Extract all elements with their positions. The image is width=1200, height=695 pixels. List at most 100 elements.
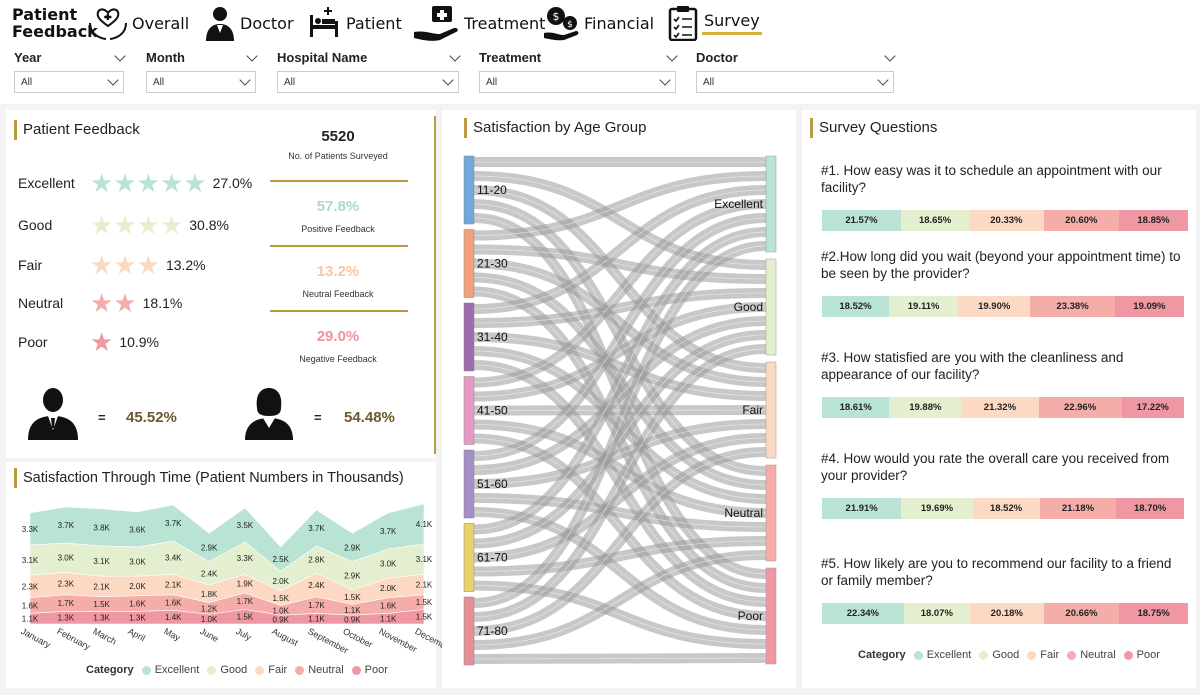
survey-question-text: #4. How would you rate the overall care … [821, 451, 1170, 483]
sankey-target-node[interactable] [765, 464, 777, 562]
legend-item[interactable]: Excellent [154, 664, 200, 676]
female-avatar-icon [245, 388, 293, 440]
legend-item[interactable]: Good [220, 664, 248, 676]
chevron-down-icon[interactable] [246, 49, 258, 62]
stream-value-label: 1.5K [93, 600, 110, 609]
stream-value-label: 1.1K [344, 606, 361, 615]
kpi-positive-feedback: 57.8% Positive Feedback [301, 198, 375, 234]
survey-bar-segment-excellent[interactable]: 18.52% [822, 296, 890, 317]
survey-bar-segment-good[interactable]: 19.11% [889, 296, 959, 317]
legend-item[interactable]: Neutral [1080, 649, 1116, 661]
legend-item[interactable]: Fair [268, 664, 288, 676]
sankey-source-node[interactable] [463, 155, 475, 225]
survey-bar-segment-excellent[interactable]: 22.34% [822, 603, 904, 624]
hospital-select[interactable]: All [277, 71, 459, 93]
sankey-target-node[interactable] [765, 361, 777, 459]
sankey-age-label: 11-20 [477, 183, 507, 197]
survey-bar-segment-neutral[interactable]: 20.66% [1043, 603, 1120, 624]
survey-bar-segment-excellent[interactable]: 21.91% [822, 498, 902, 519]
stream-value-label: 3.7K [308, 524, 325, 533]
month-select[interactable]: All [146, 71, 256, 93]
survey-bar-segment-neutral[interactable]: 23.38% [1030, 296, 1115, 317]
survey-bar-segment-excellent[interactable]: 18.61% [822, 397, 890, 418]
sankey-source-node[interactable] [463, 376, 475, 445]
star-icon: ★ [90, 210, 114, 240]
survey-bar-segment-good[interactable]: 18.07% [903, 603, 970, 624]
treatment-select[interactable]: All [479, 71, 676, 93]
sankey-source-node[interactable] [463, 229, 475, 298]
nav-treatment[interactable]: Treatment [414, 4, 545, 42]
chevron-down-icon[interactable] [449, 49, 461, 62]
stream-value-label: 3.0K [129, 558, 146, 567]
survey-bar-segment-fair[interactable]: 20.33% [969, 210, 1044, 231]
stream-excellent[interactable] [29, 503, 425, 572]
sankey-source-node[interactable] [463, 523, 475, 592]
stream-value-label: 3.7K [58, 521, 75, 530]
rating-percentage: 30.8% [189, 217, 229, 233]
nav-doctor[interactable]: Doctor [204, 4, 294, 42]
doctor-select[interactable]: All [696, 71, 894, 93]
survey-legend: Category Excellent Good Fair Neutral Poor [858, 649, 1160, 661]
legend-dot [141, 665, 151, 675]
survey-bar-segment-good[interactable]: 18.65% [900, 210, 970, 231]
stream-value-label: 2.9K [344, 543, 361, 552]
sankey-link-edge [473, 409, 767, 411]
survey-bar-segment-fair[interactable]: 21.32% [961, 397, 1039, 418]
survey-bar-segment-good[interactable]: 19.69% [901, 498, 973, 519]
legend-item[interactable]: Good [992, 649, 1020, 661]
survey-bar-segment-excellent[interactable]: 21.57% [822, 210, 901, 231]
survey-bar-segment-poor[interactable]: 18.85% [1118, 210, 1188, 231]
stream-value-label: 3.7K [165, 519, 182, 528]
sankey-link-edge [473, 497, 767, 528]
stream-value-label: 0.9K [344, 616, 361, 624]
survey-bar-segment-poor[interactable]: 18.70% [1116, 498, 1184, 519]
chevron-down-icon[interactable] [114, 49, 126, 62]
nav-survey[interactable]: Survey [668, 4, 762, 42]
stream-value-label: 3.3K [237, 554, 254, 563]
filter-year: Year All [14, 4, 126, 93]
survey-bar-segment-fair[interactable]: 20.18% [969, 603, 1044, 624]
sankey-source-node[interactable] [463, 596, 475, 666]
survey-bar-segment-poor[interactable]: 19.09% [1114, 296, 1184, 317]
rating-row-fair: Fair ★ ★ ★ 13.2% [18, 252, 206, 278]
stream-value-label: 2.0K [272, 577, 289, 586]
sankey-target-node[interactable] [765, 155, 777, 253]
survey-bar-segment-fair[interactable]: 19.90% [958, 296, 1031, 317]
legend-item[interactable]: Neutral [308, 664, 344, 676]
sankey-link-edge [473, 348, 767, 618]
sankey-target-node[interactable] [765, 258, 777, 356]
patient-bed-icon [310, 7, 338, 37]
nav-overall[interactable]: Overall [88, 4, 189, 42]
stream-value-label: 1.5K [416, 613, 433, 622]
survey-bar-segment-neutral[interactable]: 21.18% [1039, 498, 1117, 519]
stream-value-label: 1.6K [380, 601, 397, 610]
survey-bar-segment-fair[interactable]: 18.52% [972, 498, 1040, 519]
nav-patient[interactable]: Patient [306, 4, 402, 42]
sankey-source-node[interactable] [463, 302, 475, 372]
survey-bar-segment-poor[interactable]: 17.22% [1121, 397, 1184, 418]
survey-bar-segment-neutral[interactable]: 20.60% [1043, 210, 1119, 231]
survey-question-text: #3. How statisfied are you with the clea… [821, 350, 1124, 382]
legend-item[interactable]: Excellent [926, 649, 972, 661]
year-select[interactable]: All [14, 71, 124, 93]
sankey-age-label: 51-60 [477, 477, 508, 491]
chevron-down-icon [659, 74, 671, 86]
sankey-link-edge [473, 334, 767, 544]
survey-bar-segment-neutral[interactable]: 22.96% [1038, 397, 1122, 418]
legend-item[interactable]: Fair [1040, 649, 1060, 661]
legend-item[interactable]: Poor [364, 664, 388, 676]
nav-financial[interactable]: $ $ Financial [542, 4, 654, 42]
sankey-link-edge [473, 231, 767, 530]
stream-value-label: 1.6K [129, 600, 146, 609]
rating-percentage: 27.0% [212, 175, 253, 191]
legend-item[interactable]: Poor [1136, 649, 1160, 661]
chevron-down-icon[interactable] [666, 49, 678, 62]
survey-bar-segment-poor[interactable]: 18.75% [1119, 603, 1188, 624]
sankey-target-node[interactable] [765, 567, 777, 665]
stream-value-label: 3.1K [22, 556, 39, 565]
stream-value-label: 1.7K [58, 599, 75, 608]
survey-bar-segment-good[interactable]: 19.88% [889, 397, 962, 418]
sankey-source-node[interactable] [463, 449, 475, 519]
filter-hospital: Hospital Name All [277, 4, 461, 93]
chevron-down-icon[interactable] [884, 49, 896, 62]
